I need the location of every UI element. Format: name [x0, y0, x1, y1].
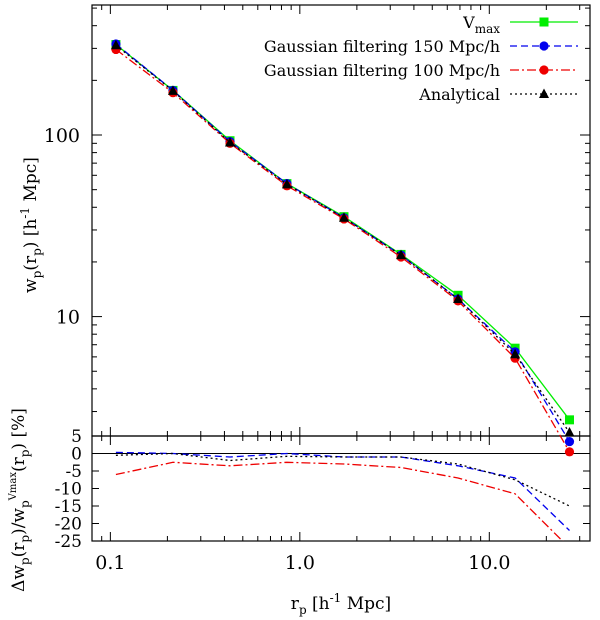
residual-plot-frame [91, 435, 591, 542]
main-series-1 [111, 39, 575, 447]
residual-y-tick-label-2: -5 [65, 462, 82, 482]
main-point [564, 436, 575, 447]
main-point [564, 447, 575, 457]
main-series-line-3 [115, 44, 571, 433]
main-point [167, 85, 178, 95]
main-series-0 [111, 40, 574, 425]
residual-y-tick-label-1: 0 [71, 445, 82, 465]
x-tick-label-0: 0.1 [95, 552, 125, 574]
main-y-tick-label-1: 100 [44, 125, 80, 147]
main-point [564, 415, 574, 425]
main-point [110, 39, 121, 50]
x-tick-label-2: 10.0 [468, 552, 510, 574]
main-point [510, 348, 521, 359]
main-point [281, 178, 292, 189]
legend-label-2: Gaussian filtering 100 Mpc/h [264, 61, 500, 80]
main-y-tick-label-0: 10 [56, 307, 80, 329]
legend-marker-0 [539, 17, 549, 27]
x-tick-label-1: 1.0 [285, 552, 315, 574]
main-point [396, 249, 407, 260]
residual-series-line-1 [115, 461, 564, 541]
legend-marker-3 [539, 88, 549, 98]
main-series-line-1 [115, 43, 571, 442]
residual-y-axis-title: Δwp(rp)/wpVmax(rp) [%] [8, 408, 32, 592]
legend-label-3: Analytical [418, 85, 500, 104]
main-series-2 [111, 44, 575, 457]
residual-y-tick-label-6: -25 [55, 532, 82, 552]
main-y-axis-title: wp(rp) [h-1 Mpc] [18, 157, 44, 293]
x-axis-title: rp [h-1 Mpc] [291, 591, 391, 617]
residual-series-line-2 [115, 452, 570, 507]
legend-marker-1 [539, 41, 549, 51]
legend-label-1: Gaussian filtering 150 Mpc/h [264, 37, 500, 56]
residual-y-tick-label-4: -15 [55, 497, 82, 517]
main-point [453, 293, 464, 303]
residual-y-tick-label-3: -10 [55, 480, 82, 500]
residual-y-tick-label-5: -20 [55, 515, 82, 535]
main-point [225, 136, 236, 147]
main-series-3 [110, 39, 575, 437]
legend-label-0: Vmax [462, 13, 500, 36]
main-point [564, 426, 575, 437]
legend-marker-2 [539, 65, 549, 75]
residual-y-tick-label-0: 5 [71, 427, 82, 447]
main-point [338, 212, 349, 222]
main-series-line-2 [115, 48, 571, 453]
